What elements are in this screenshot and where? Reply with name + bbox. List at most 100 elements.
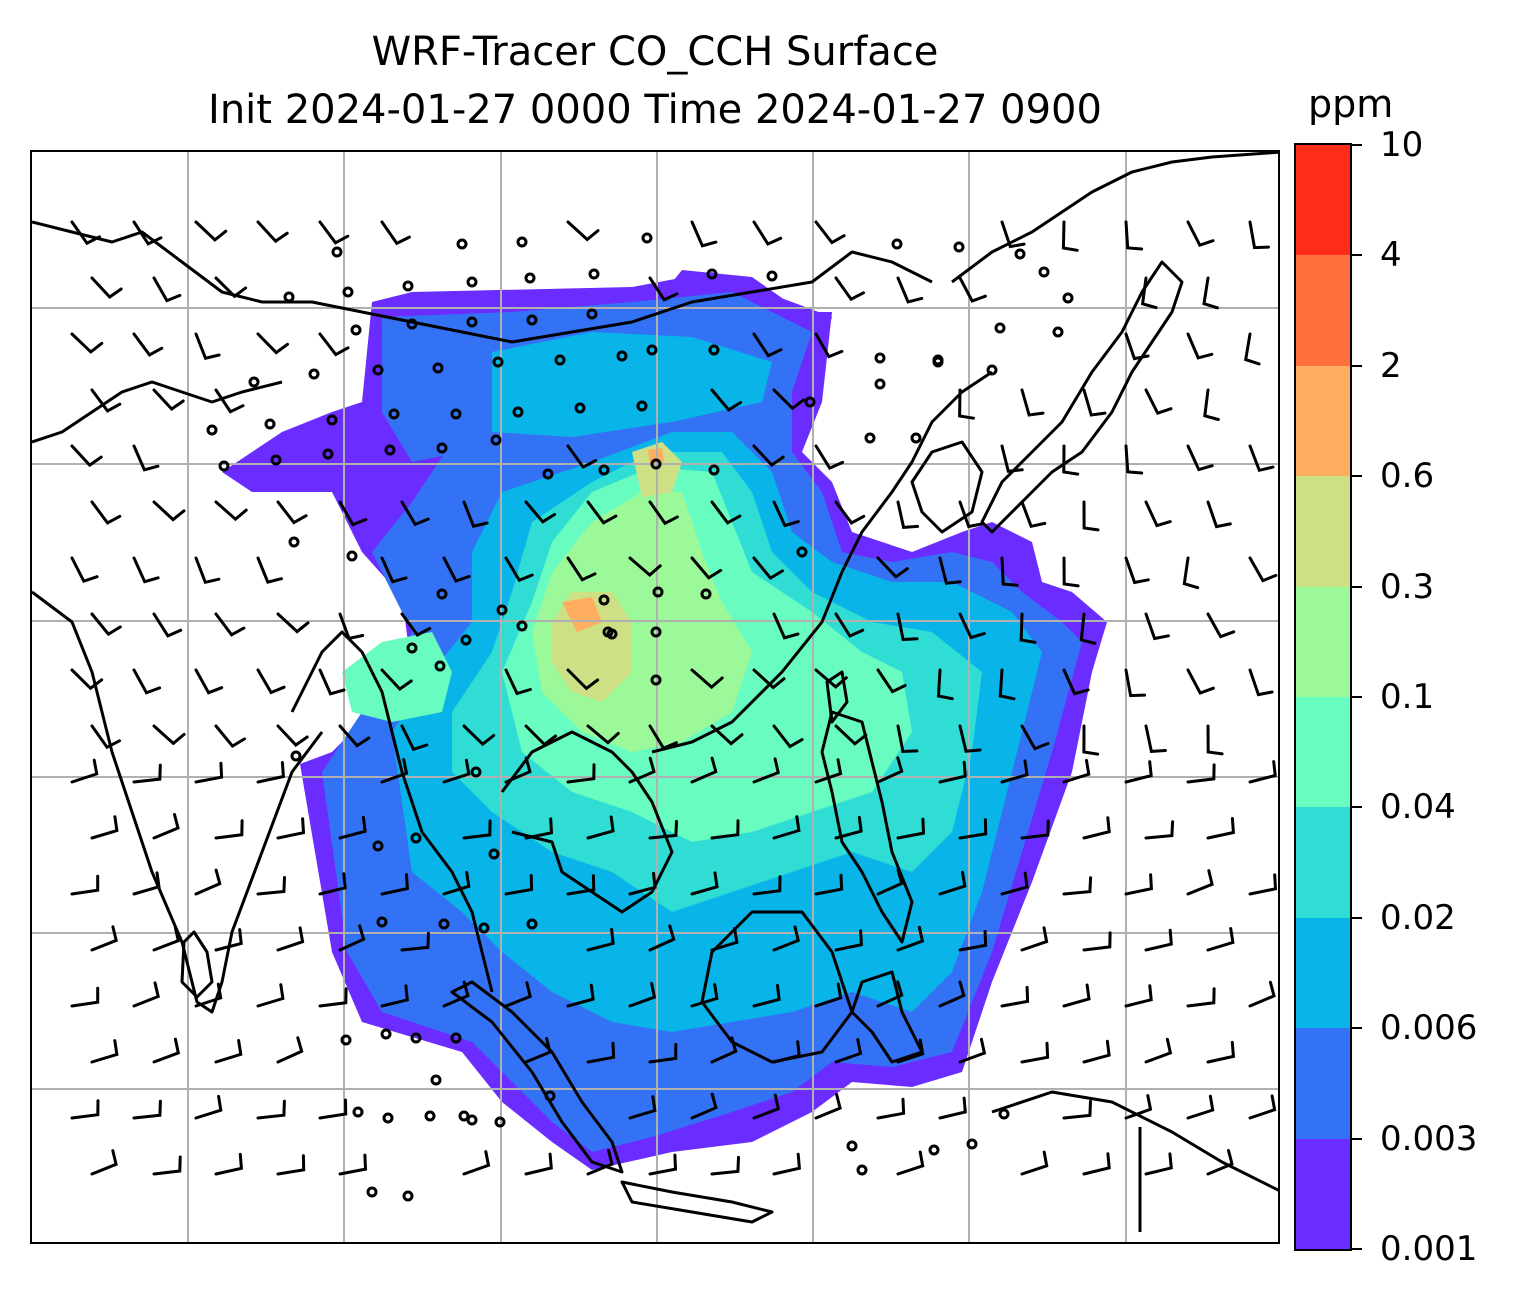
wind-barb (90, 1149, 118, 1176)
calm-marker (466, 316, 478, 328)
wind-barb (772, 500, 800, 528)
wind-barb (1206, 927, 1235, 952)
calm-marker (478, 922, 490, 934)
wind-barb (936, 668, 954, 701)
wind-barb (586, 724, 620, 745)
wind-barb (1020, 926, 1049, 952)
wind-barb (896, 724, 919, 754)
wind-barb (752, 668, 786, 690)
calm-marker (512, 406, 524, 418)
wind-barbs (70, 220, 1278, 1176)
wind-barb (400, 612, 432, 637)
wind-barb (1203, 388, 1220, 421)
calm-marker (598, 464, 610, 476)
wind-barb (400, 931, 430, 952)
colorbar-tick-label: 0.02 (1380, 897, 1456, 938)
calm-marker (270, 454, 282, 466)
wind-barb (318, 1098, 348, 1120)
wind-barb (814, 444, 845, 470)
calm-marker (1062, 292, 1074, 304)
wind-barb (566, 983, 595, 1008)
wind-barb (628, 756, 656, 784)
calm-marker (402, 1190, 414, 1202)
colorbar-tick (1350, 1137, 1362, 1140)
calm-marker (874, 378, 886, 390)
colorbar-tick-label: 10 (1380, 125, 1424, 165)
wind-barb (752, 757, 780, 784)
wind-barb (772, 1040, 801, 1064)
wind-barb (1082, 1152, 1111, 1176)
calm-marker (352, 1106, 364, 1118)
wind-barb (586, 815, 615, 840)
wind-barb (896, 500, 920, 529)
calm-marker (384, 444, 396, 456)
wind-barb (1182, 556, 1200, 590)
wind-barb (338, 612, 365, 641)
wind-barb (938, 980, 966, 1008)
calm-marker (470, 766, 482, 778)
wind-barb (814, 220, 846, 245)
calm-marker (264, 418, 276, 430)
wind-barb (834, 276, 865, 302)
calm-marker (326, 414, 338, 426)
calm-marker (350, 324, 362, 336)
calm-marker (402, 280, 414, 292)
wind-barb (276, 926, 305, 952)
wind-barb (152, 500, 186, 522)
wind-barb (1124, 444, 1144, 475)
wind-barb (1020, 388, 1045, 417)
wind-barb (214, 500, 248, 522)
wind-barb (504, 756, 532, 784)
wind-barb (380, 556, 408, 584)
colorbar-band (1296, 144, 1350, 256)
wind-barb (380, 873, 409, 896)
wind-barb (690, 1092, 718, 1120)
wind-barb (710, 724, 744, 746)
wind-barb (690, 220, 718, 248)
wind-barb (648, 1042, 678, 1064)
wind-barb (152, 1037, 181, 1064)
wind-barb (1144, 388, 1173, 416)
colorbar-tick-label: 0.1 (1380, 677, 1435, 717)
wind-barb (772, 388, 806, 411)
wind-barb (1248, 760, 1277, 784)
wind-barb (1062, 444, 1080, 476)
calm-marker (1038, 266, 1050, 278)
wind-barb (690, 668, 724, 690)
wind-barb (566, 668, 600, 691)
field-band-0.6 (562, 597, 602, 632)
wind-barb (1124, 760, 1153, 784)
wind-barb (752, 444, 785, 467)
wind-barb (690, 756, 718, 784)
wind-barb (1248, 873, 1278, 896)
calm-marker (438, 918, 450, 930)
wind-barb (462, 724, 496, 747)
colorbar-band (1296, 917, 1350, 1029)
wind-barb (276, 500, 308, 525)
wind-barb (442, 980, 470, 1008)
wind-barb (1082, 1039, 1111, 1064)
calm-marker (410, 832, 422, 844)
wind-barb (1186, 987, 1216, 1008)
wind-barb (400, 724, 429, 752)
calm-marker (796, 546, 808, 558)
calm-marker (340, 1034, 352, 1046)
colorbar-tick (1350, 364, 1362, 367)
colorbar-tick-label: 4 (1380, 235, 1402, 276)
colorbar-band (1296, 365, 1350, 477)
calm-marker (636, 400, 648, 412)
wind-barb (648, 276, 679, 302)
colorbar-tick-label: 2 (1380, 345, 1402, 386)
wind-barb (1144, 500, 1172, 528)
colorbar-tick (1350, 1027, 1362, 1030)
wind-barb (752, 875, 782, 896)
wind-barb (214, 388, 245, 414)
wind-barb (1020, 500, 1047, 529)
wind-barb (752, 984, 781, 1008)
wind-barb (338, 500, 368, 527)
calm-marker (410, 1032, 422, 1044)
wind-barb (504, 874, 534, 896)
colorbar-units: ppm (1308, 82, 1394, 126)
wind-barb (958, 500, 984, 529)
wind-barb (90, 276, 123, 299)
